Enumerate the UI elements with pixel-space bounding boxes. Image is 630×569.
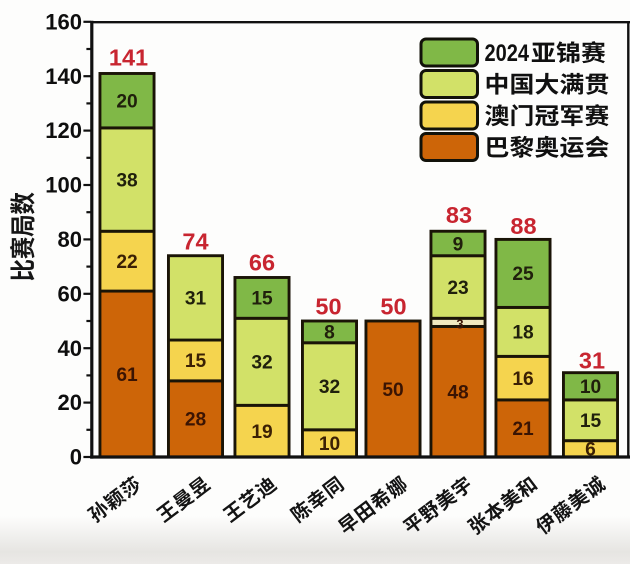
svg-text:15: 15 bbox=[251, 289, 273, 310]
svg-text:40: 40 bbox=[58, 336, 82, 361]
svg-text:80: 80 bbox=[58, 227, 82, 252]
svg-text:10: 10 bbox=[580, 377, 601, 398]
svg-text:15: 15 bbox=[185, 351, 207, 372]
svg-text:50: 50 bbox=[315, 294, 341, 320]
svg-text:140: 140 bbox=[45, 64, 82, 89]
svg-text:61: 61 bbox=[116, 365, 138, 386]
svg-text:8: 8 bbox=[324, 323, 335, 344]
svg-text:9: 9 bbox=[453, 234, 464, 255]
svg-text:83: 83 bbox=[446, 202, 472, 228]
svg-text:32: 32 bbox=[251, 353, 272, 374]
svg-text:88: 88 bbox=[510, 213, 536, 239]
svg-text:22: 22 bbox=[116, 252, 137, 273]
svg-text:50: 50 bbox=[382, 380, 403, 401]
svg-text:25: 25 bbox=[512, 264, 534, 285]
svg-text:100: 100 bbox=[45, 173, 82, 198]
svg-text:0: 0 bbox=[70, 445, 82, 470]
svg-text:38: 38 bbox=[116, 170, 138, 191]
svg-text:74: 74 bbox=[182, 229, 208, 255]
svg-text:141: 141 bbox=[109, 45, 148, 71]
svg-text:20: 20 bbox=[116, 91, 137, 112]
svg-text:31: 31 bbox=[185, 289, 207, 310]
svg-text:23: 23 bbox=[447, 278, 468, 299]
svg-text:21: 21 bbox=[512, 419, 534, 440]
svg-text:15: 15 bbox=[580, 411, 602, 432]
svg-text:19: 19 bbox=[251, 422, 272, 443]
svg-text:3: 3 bbox=[456, 316, 463, 331]
svg-text:60: 60 bbox=[58, 281, 82, 306]
svg-text:16: 16 bbox=[512, 369, 533, 390]
svg-text:10: 10 bbox=[319, 434, 340, 455]
svg-text:160: 160 bbox=[45, 9, 82, 34]
svg-text:18: 18 bbox=[512, 323, 534, 344]
svg-text:120: 120 bbox=[45, 118, 82, 143]
svg-text:31: 31 bbox=[579, 348, 605, 374]
svg-text:50: 50 bbox=[380, 294, 406, 320]
svg-text:6: 6 bbox=[585, 440, 596, 461]
svg-text:66: 66 bbox=[249, 250, 275, 276]
svg-text:48: 48 bbox=[447, 383, 469, 404]
svg-text:28: 28 bbox=[185, 410, 207, 431]
svg-text:20: 20 bbox=[58, 390, 82, 415]
svg-text:2024: 2024 bbox=[485, 40, 530, 67]
svg-text:32: 32 bbox=[319, 377, 340, 398]
